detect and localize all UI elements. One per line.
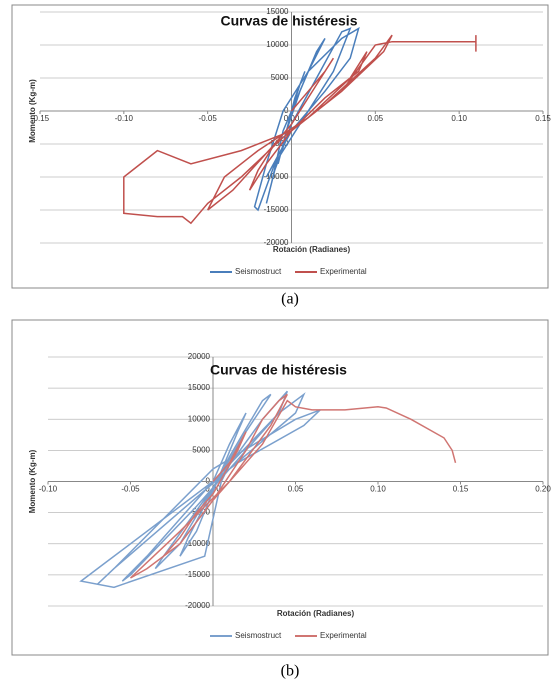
x-tick-label: 0.10 [451,114,467,123]
y-tick-label: 20000 [188,352,211,361]
series-line [253,26,360,212]
x-tick-label: 0.15 [535,114,551,123]
chart-frame [11,4,549,289]
y-tick-label: 10000 [266,40,289,49]
y-tick-label: 15000 [266,7,289,16]
x-tick-label: 0.00 [284,114,300,123]
x-tick-label: 0.05 [288,485,304,494]
x-tick-label: 0.20 [535,485,551,494]
x-tick-label: -0.10 [115,114,134,123]
x-tick-label: -0.05 [121,485,140,494]
x-axis-label: Rotación (Radianes) [277,609,355,618]
legend-label: Seismostruct [235,267,282,276]
series-line [129,393,457,579]
y-tick-label: 5000 [192,445,210,454]
y-tick-label: -10000 [264,172,289,181]
y-tick-label: 10000 [188,414,211,423]
y-axis-label: Momento (Kg-m) [28,449,37,513]
chart-frame [11,319,549,656]
series-line [79,390,321,589]
x-tick-label: -0.05 [199,114,218,123]
x-tick-label: 0.15 [453,485,469,494]
y-tick-label: -20000 [264,238,289,247]
x-axis-label: Rotación (Radianes) [273,245,351,254]
series-line [123,34,477,225]
chart-title: Curvas de histéresis [210,362,347,378]
y-tick-label: 5000 [271,73,289,82]
x-tick-label: 0.05 [368,114,384,123]
legend-label: Seismostruct [235,631,282,640]
legend-label: Experimental [320,631,367,640]
y-tick-label: -20000 [185,601,210,610]
x-tick-label: 0.10 [370,485,386,494]
y-tick-label: -10000 [185,539,210,548]
legend-label: Experimental [320,267,367,276]
y-tick-label: -15000 [264,205,289,214]
y-tick-label: -5000 [268,139,289,148]
x-tick-label: -0.15 [31,114,50,123]
chart-title: Curvas de histéresis [221,13,358,29]
y-tick-label: -5000 [190,508,211,517]
x-tick-label: -0.10 [39,485,58,494]
caption: (b) [281,663,300,680]
caption: (a) [281,291,299,308]
y-tick-label: -15000 [185,570,210,579]
y-axis-label: Momento (Kg-m) [28,79,37,143]
y-tick-label: 15000 [188,383,211,392]
